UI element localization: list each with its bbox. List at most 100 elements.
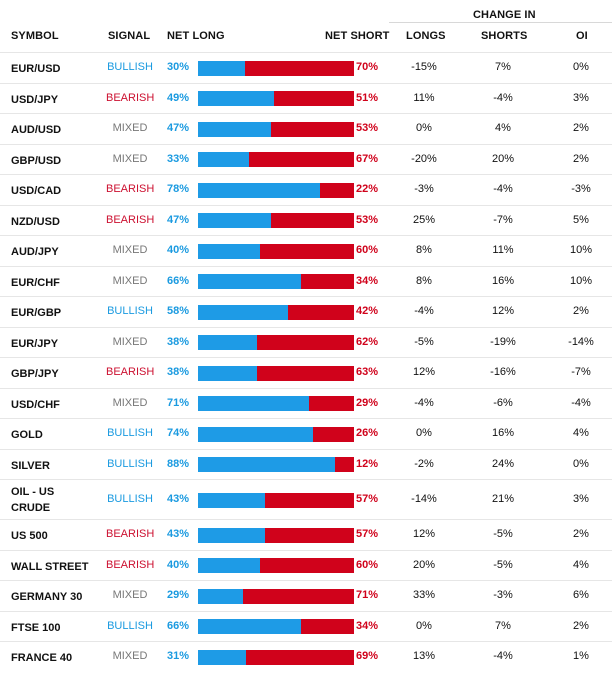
change-longs-value: -3%	[414, 183, 434, 196]
symbol-label: NZD/USD	[11, 215, 60, 228]
change-longs-value: -15%	[411, 61, 437, 74]
change-shorts-value: 21%	[491, 493, 515, 505]
symbol-label: AUD/USD	[11, 124, 62, 137]
net-short-value: 34%	[356, 274, 379, 287]
sentiment-bar	[198, 60, 354, 76]
signal-label[interactable]: BEARISH	[106, 183, 155, 196]
change-shorts-value: 12%	[491, 305, 515, 318]
net-short-bar	[246, 649, 354, 665]
change-shorts-value: 24%	[491, 457, 515, 470]
change-shorts-value: 4%	[495, 122, 511, 135]
signal-label[interactable]: MIXED	[112, 152, 148, 165]
symbol-label: EUR/CHF	[11, 276, 60, 289]
signal-label[interactable]: BEARISH	[106, 528, 155, 541]
change-longs-value: 11%	[413, 91, 435, 104]
change-oi-value: 2%	[573, 528, 589, 541]
symbol-label: GBP/USD	[11, 154, 62, 167]
signal-label[interactable]: MIXED	[112, 274, 148, 287]
change-oi-value: 0%	[573, 61, 589, 74]
table-row: NZD/USD BEARISH 47% 53% 25% -7% 5%	[0, 204, 612, 237]
net-long-value: 78%	[167, 183, 190, 196]
signal-label[interactable]: BULLISH	[107, 457, 153, 470]
change-oi-value: -4%	[571, 396, 591, 409]
net-short-value: 62%	[356, 335, 379, 348]
symbol-label: EUR/GBP	[11, 307, 62, 320]
change-shorts-value: -16%	[490, 366, 516, 379]
net-short-bar	[260, 243, 354, 259]
change-oi-value: 2%	[573, 122, 589, 135]
symbol-label: GOLD	[11, 429, 43, 442]
signal-label[interactable]: MIXED	[112, 589, 148, 602]
net-short-value: 29%	[356, 396, 379, 409]
change-longs-value: -14%	[411, 493, 437, 505]
signal-label[interactable]: BULLISH	[107, 427, 153, 440]
header-symbol: SYMBOL	[11, 30, 59, 42]
change-shorts-value: -7%	[493, 213, 513, 226]
signal-label[interactable]: BEARISH	[106, 558, 155, 571]
net-long-bar	[198, 558, 260, 574]
net-long-value: 47%	[167, 122, 190, 135]
sentiment-bar	[198, 243, 354, 259]
change-longs-value: -4%	[414, 305, 434, 318]
header-oi: OI	[576, 30, 588, 42]
change-longs-value: 33%	[412, 589, 436, 602]
net-long-value: 30%	[167, 61, 190, 74]
change-oi-value: 2%	[573, 619, 589, 632]
change-longs-value: 25%	[412, 213, 436, 226]
sentiment-bar	[198, 426, 354, 442]
change-oi-value: 6%	[573, 589, 589, 602]
net-long-bar	[198, 527, 265, 543]
change-oi-value: -3%	[571, 183, 591, 196]
change-oi-value: 2%	[573, 152, 589, 165]
header-net-long: NET LONG	[167, 30, 225, 42]
net-long-bar	[198, 91, 274, 107]
change-longs-value: 20%	[412, 558, 436, 571]
sentiment-bar	[198, 152, 354, 168]
net-short-bar	[260, 558, 354, 574]
signal-label[interactable]: MIXED	[112, 396, 148, 409]
net-long-value: 38%	[167, 366, 190, 379]
signal-label[interactable]: BULLISH	[107, 493, 153, 505]
net-short-bar	[288, 304, 354, 320]
net-long-bar	[198, 492, 265, 508]
symbol-label: FRANCE 40	[11, 652, 73, 665]
signal-label[interactable]: BULLISH	[107, 61, 153, 74]
change-shorts-value: -5%	[493, 558, 513, 571]
sentiment-bar	[198, 335, 354, 351]
signal-label[interactable]: BEARISH	[106, 366, 155, 379]
change-shorts-value: -4%	[493, 183, 513, 196]
signal-label[interactable]: BEARISH	[106, 91, 155, 104]
signal-label[interactable]: MIXED	[112, 122, 148, 135]
header-change-in: CHANGE IN	[473, 9, 536, 21]
signal-label[interactable]: BULLISH	[107, 619, 153, 632]
signal-label[interactable]: MIXED	[112, 650, 148, 663]
net-long-bar	[198, 365, 257, 381]
signal-label[interactable]: BEARISH	[106, 213, 155, 226]
signal-label[interactable]: BULLISH	[107, 305, 153, 318]
change-shorts-value: 16%	[491, 427, 515, 440]
change-shorts-value: 7%	[495, 61, 511, 74]
header-shorts: SHORTS	[481, 30, 528, 42]
sentiment-bar	[198, 396, 354, 412]
change-longs-value: -20%	[411, 152, 437, 165]
net-short-value: 22%	[356, 183, 379, 196]
change-oi-value: -14%	[568, 335, 594, 348]
net-long-bar	[198, 619, 301, 635]
sentiment-bar	[198, 649, 354, 665]
symbol-label: AUD/JPY	[11, 246, 59, 259]
signal-label[interactable]: MIXED	[112, 335, 148, 348]
sentiment-bar	[198, 527, 354, 543]
signal-label[interactable]: MIXED	[112, 244, 148, 257]
change-longs-value: -5%	[414, 335, 434, 348]
net-long-value: 66%	[167, 274, 190, 287]
net-short-value: 53%	[356, 122, 379, 135]
net-short-value: 63%	[356, 366, 379, 379]
net-short-bar	[309, 396, 354, 412]
net-short-value: 67%	[356, 152, 379, 165]
net-long-value: 29%	[167, 589, 190, 602]
net-long-value: 43%	[167, 493, 190, 505]
sentiment-bar	[198, 588, 354, 604]
symbol-label: WALL STREET	[11, 560, 89, 573]
table-row: FRANCE 40 MIXED 31% 69% 13% -4% 1%	[0, 641, 612, 673]
table-row: GBP/JPY BEARISH 38% 63% 12% -16% -7%	[0, 357, 612, 389]
